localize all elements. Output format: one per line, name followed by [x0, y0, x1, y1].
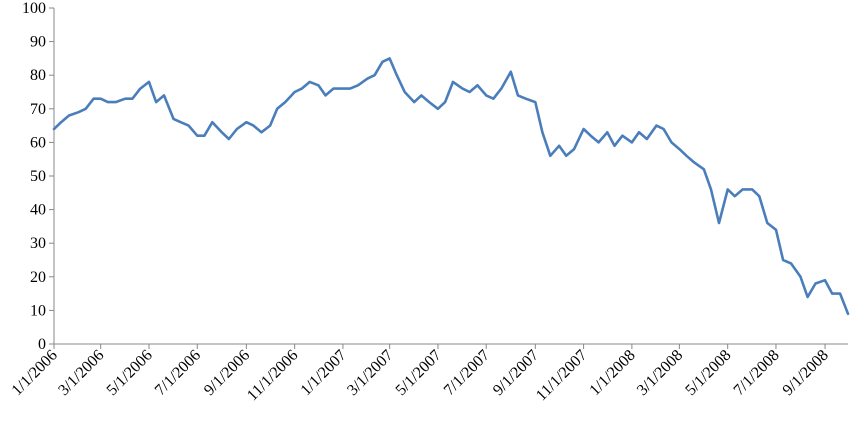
x-tick-label: 7/1/2008: [731, 347, 783, 399]
x-tick-label: 7/1/2006: [152, 347, 204, 399]
series-group: [52, 57, 850, 316]
y-tick-label: 40: [30, 202, 46, 219]
x-tick-label: 11/1/2007: [533, 347, 590, 404]
y-tick-label: 100: [22, 0, 46, 17]
x-tick-label: 1/1/2008: [586, 347, 638, 399]
x-tick-label: 5/1/2006: [104, 347, 156, 399]
y-axis-ticks: 0 10 20 30 40 50 60 70 80 90 100: [22, 0, 54, 353]
y-tick-label: 0: [38, 336, 46, 353]
y-tick-label: 90: [30, 34, 46, 51]
x-tick-label: 9/1/2008: [780, 347, 832, 399]
x-tick-label: 3/1/2008: [634, 347, 686, 399]
y-tick-label: 50: [30, 168, 46, 185]
x-tick-label: 11/1/2006: [244, 347, 301, 404]
x-tick-label: 3/1/2007: [344, 347, 396, 399]
x-tick-label: 1/1/2007: [298, 347, 350, 399]
y-tick-label: 70: [30, 101, 46, 118]
y-tick-label: 30: [30, 235, 46, 252]
series-line: [52, 57, 850, 316]
x-tick-label: 3/1/2006: [55, 347, 107, 399]
y-tick-label: 60: [30, 134, 46, 151]
y-tick-label: 80: [30, 67, 46, 84]
y-tick-label: 20: [30, 269, 46, 286]
y-tick-label: 10: [30, 302, 46, 319]
x-tick-label: 7/1/2007: [441, 347, 493, 399]
x-tick-label: 1/1/2006: [9, 347, 61, 399]
x-tick-label: 5/1/2008: [682, 347, 734, 399]
x-axis-ticks: 1/1/20063/1/20065/1/20067/1/20069/1/2006…: [9, 344, 832, 404]
x-tick-label: 5/1/2007: [393, 347, 445, 399]
